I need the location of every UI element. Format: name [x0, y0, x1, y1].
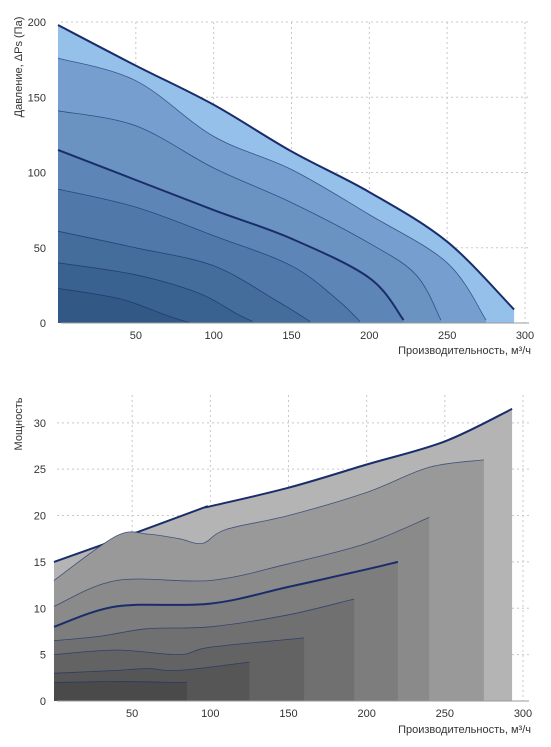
power-y-ticks: 0 5 10 15 20 25 30 — [34, 418, 46, 708]
pressure-curve-8 — [57, 288, 191, 324]
power-curve-2 — [53, 459, 484, 581]
pressure-x-axis-title: Производительность, м³/ч — [398, 345, 531, 357]
power-areas — [53, 407, 513, 701]
power-y-tick-label: 10 — [34, 603, 46, 615]
power-area-8 — [54, 681, 187, 701]
pressure-x-tick-label: 50 — [130, 330, 142, 342]
power-x-tick-label: 200 — [357, 708, 375, 720]
pressure-curve-5 — [57, 188, 361, 322]
pressure-area-8 — [58, 288, 191, 323]
power-x-ticks: 50 100 150 200 250 300 — [126, 708, 532, 720]
pressure-curve-4 — [57, 148, 405, 321]
pressure-chart: 50 100 150 200 250 300 0 50 100 150 200 Производи… — [13, 17, 534, 357]
power-y-tick-label: 15 — [34, 557, 46, 569]
power-x-tick-label: 50 — [126, 708, 138, 720]
pressure-x-ticks: 50 100 150 200 250 300 — [130, 330, 534, 342]
pressure-y-tick-label: 200 — [28, 17, 46, 29]
power-y-tick-label: 0 — [40, 696, 46, 708]
power-curve-8 — [53, 681, 188, 683]
pressure-y-tick-label: 100 — [28, 168, 46, 180]
power-y-axis-title: Мощность — [13, 397, 25, 450]
pressure-y-tick-label: 150 — [28, 92, 46, 104]
power-y-tick-label: 20 — [34, 511, 46, 523]
pressure-curve-3 — [57, 110, 442, 321]
power-curve-3 — [53, 517, 430, 607]
pressure-curve-2 — [57, 57, 487, 321]
power-y-tick-label: 25 — [34, 464, 46, 476]
pressure-y-tick-label: 50 — [34, 243, 46, 255]
power-curve-7 — [53, 661, 250, 674]
pressure-curve-6 — [57, 230, 311, 322]
power-curve-5 — [53, 598, 355, 642]
pressure-y-axis-title: Давление, ΔPs (Па) — [13, 17, 25, 118]
power-chart: 50 100 150 200 250 300 0 5 10 15 20 25 30 Производи… — [13, 395, 532, 736]
pressure-curve-7 — [57, 262, 253, 322]
power-curve-6 — [53, 637, 305, 656]
power-y-tick-label: 5 — [40, 650, 46, 662]
pressure-x-tick-label: 300 — [516, 330, 534, 342]
power-x-tick-label: 150 — [279, 708, 297, 720]
pressure-x-tick-label: 250 — [438, 330, 456, 342]
pressure-y-ticks: 0 50 100 150 200 — [28, 17, 46, 330]
power-curve-4 — [53, 560, 399, 628]
pressure-curve-1 — [57, 24, 515, 311]
pressure-x-tick-label: 200 — [360, 330, 378, 342]
pressure-x-tick-label: 150 — [282, 330, 300, 342]
pressure-areas — [57, 24, 515, 324]
power-x-tick-label: 250 — [436, 708, 454, 720]
power-x-tick-label: 100 — [201, 708, 219, 720]
power-x-tick-label: 300 — [514, 708, 532, 720]
pressure-y-tick-label: 0 — [40, 318, 46, 330]
power-x-axis-title: Производительность, м³/ч — [398, 724, 531, 736]
power-y-tick-label: 30 — [34, 418, 46, 430]
pressure-x-tick-label: 100 — [204, 330, 222, 342]
